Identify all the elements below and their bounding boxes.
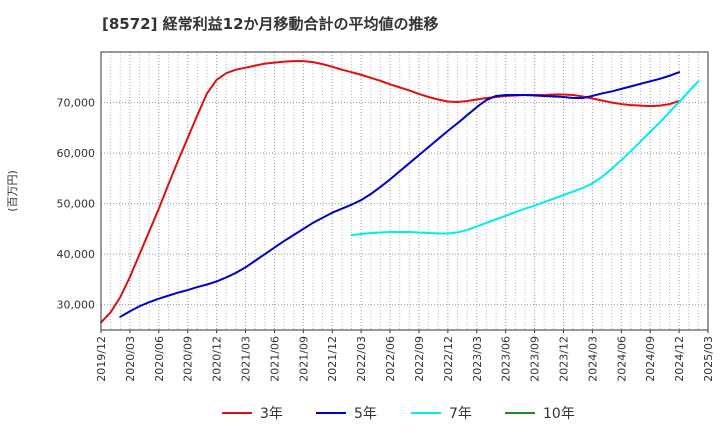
- x-tick-label: 2022/09: [413, 336, 426, 382]
- grid: [101, 52, 708, 330]
- x-tick-label: 2020/06: [153, 336, 166, 382]
- legend-label-2: 5年: [354, 406, 377, 422]
- x-tick-label: 2020/12: [211, 336, 224, 382]
- y-tick-label: 70,000: [57, 97, 96, 110]
- x-tick-label: 2024/03: [586, 336, 599, 382]
- legend-label-4: 10年: [543, 406, 575, 422]
- x-tick-label: 2020/09: [182, 336, 195, 382]
- y-tick-label: 30,000: [57, 299, 96, 312]
- series-line-1: [100, 60, 681, 324]
- legend-label-1: 3年: [260, 406, 283, 422]
- series-lines: [100, 60, 700, 324]
- legend: 3年 5年 7年 10年: [222, 406, 575, 422]
- x-tick-label: 2020/03: [124, 336, 137, 382]
- y-tick-label: 60,000: [57, 147, 96, 160]
- legend-label-3: 7年: [449, 406, 472, 422]
- plot-area: [101, 52, 708, 330]
- x-tick-label: 2022/06: [384, 336, 397, 382]
- x-tick-label: 2024/06: [615, 336, 628, 382]
- x-tick-label: 2024/12: [673, 336, 686, 382]
- y-tick-label: 50,000: [57, 198, 96, 211]
- series-line-3: [350, 80, 700, 236]
- plot-background: [101, 52, 708, 330]
- x-tick-label: 2021/09: [297, 336, 310, 382]
- x-tick-label: 2023/06: [500, 336, 513, 382]
- y-axis-label: (百万円): [6, 170, 19, 212]
- series-line-2: [119, 71, 681, 318]
- x-tick-label: 2025/03: [702, 336, 715, 382]
- x-tick-label: 2021/03: [240, 336, 253, 382]
- chart-title: [8572] 経常利益12か月移動合計の平均値の推移: [102, 15, 439, 33]
- y-tick-label: 40,000: [57, 248, 96, 261]
- x-tick-label: 2023/12: [557, 336, 570, 382]
- x-tick-label: 2023/03: [471, 336, 484, 382]
- x-tick-label: 2022/12: [442, 336, 455, 382]
- axes: 30,000 40,000 50,000 60,000 70,000 2019/12 202…: [6, 51, 715, 382]
- x-tick-label: 2023/09: [529, 336, 542, 382]
- x-tick-label: 2024/09: [644, 336, 657, 382]
- x-tick-label: 2021/06: [268, 336, 281, 382]
- plot-frame: [100, 51, 709, 331]
- x-tick-label: 2019/12: [95, 336, 108, 382]
- x-tick-label: 2022/03: [355, 336, 368, 382]
- x-tick-label: 2021/12: [326, 336, 339, 382]
